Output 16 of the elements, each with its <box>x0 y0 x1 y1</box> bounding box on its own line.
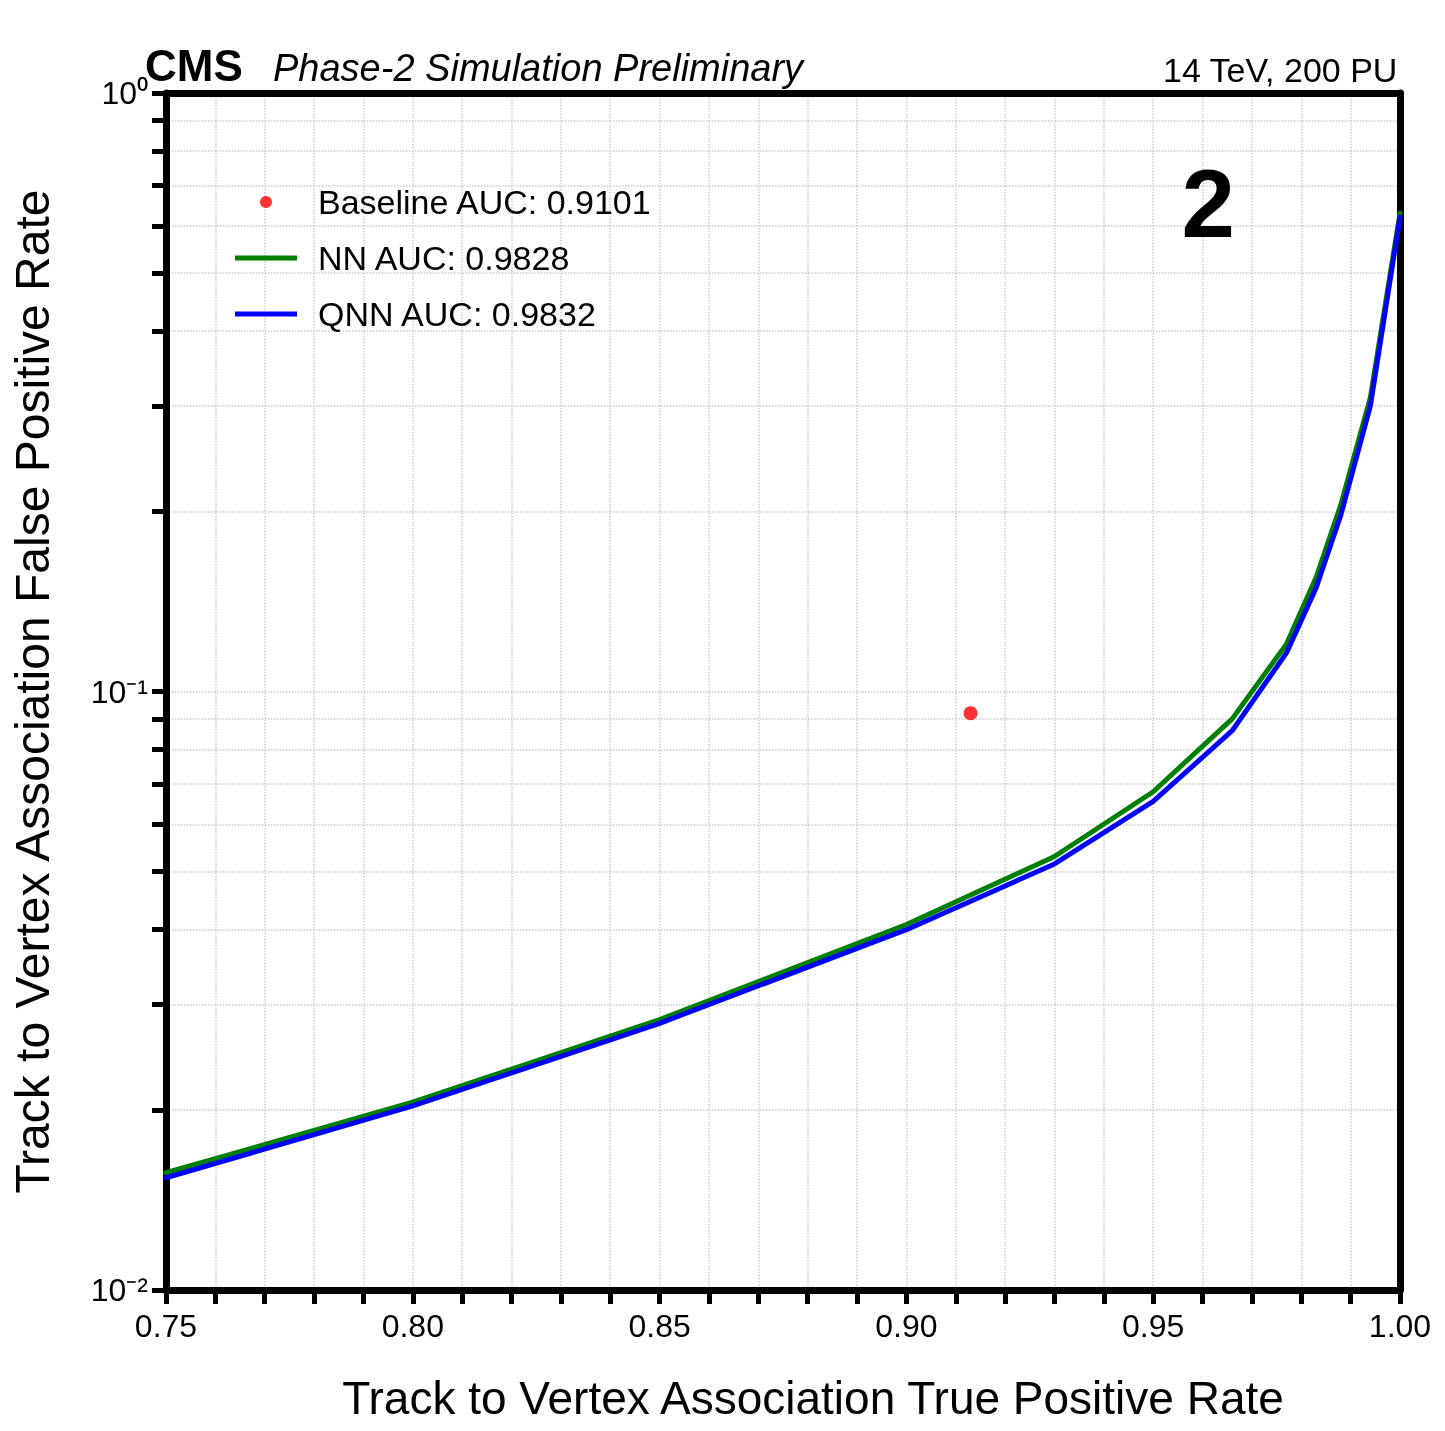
x-tick-label: 1.00 <box>1368 1308 1432 1344</box>
y-tick-label: 10⁻¹ <box>90 673 148 710</box>
x-tick-label: 0.95 <box>1122 1308 1185 1344</box>
x-tick-label: 0.80 <box>381 1308 444 1344</box>
legend-label: Baseline AUC: 0.9101 <box>318 183 651 221</box>
x-tick-label: 0.85 <box>628 1308 691 1344</box>
y-tick-label: 10⁻² <box>90 1272 149 1308</box>
y-axis-title: Track to Vertex Association False Positive Rate <box>5 189 59 1194</box>
x-tick-label: 0.90 <box>875 1308 938 1344</box>
chart-subtitle: Phase-2 Simulation Preliminary <box>273 47 806 89</box>
x-axis-title: Track to Vertex Association True Positive Rate <box>342 1372 1284 1424</box>
x-tick-label: 0.75 <box>134 1308 198 1344</box>
text: 14 TeV, 200 PU <box>1162 51 1398 89</box>
legend-label: QNN AUC: 0.9832 <box>318 295 596 333</box>
annotation: 2 <box>1181 149 1235 257</box>
legend-label: NN AUC: 0.9828 <box>318 239 570 277</box>
